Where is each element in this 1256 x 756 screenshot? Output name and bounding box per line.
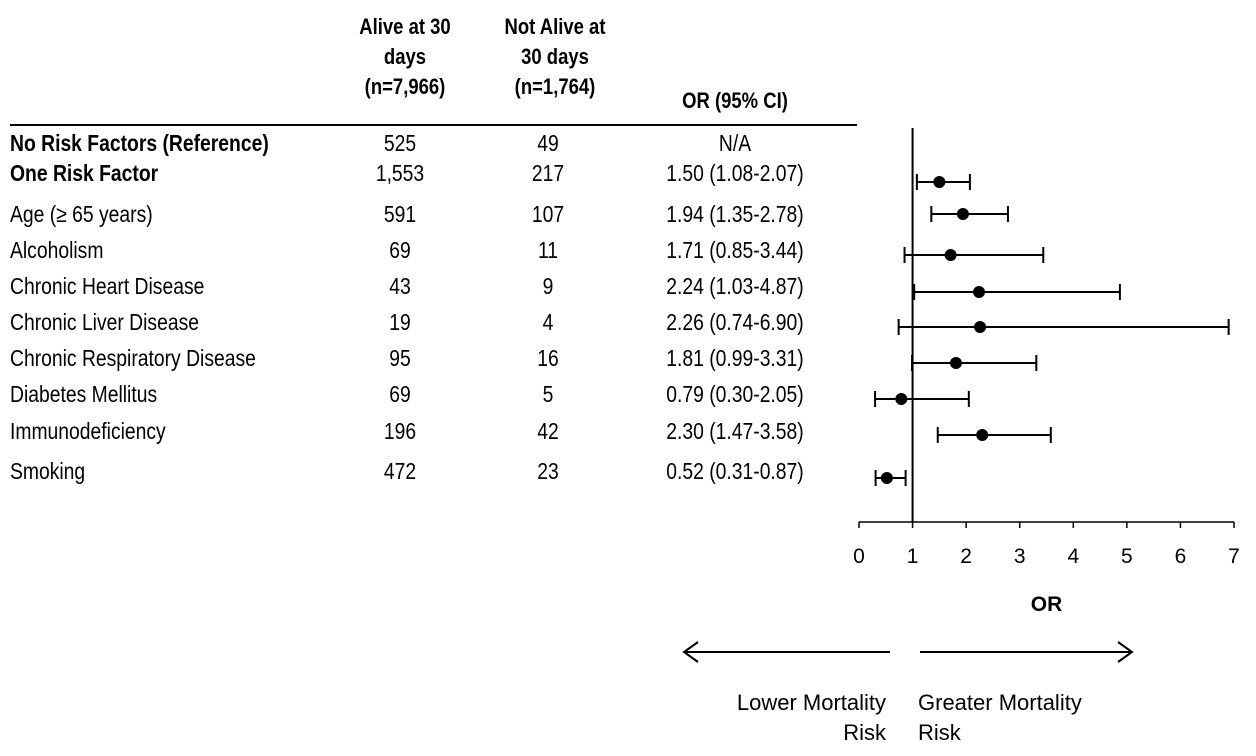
row-label: Alcoholism	[10, 237, 104, 263]
header-or: OR (95% CI)	[655, 86, 815, 116]
row-label: No Risk Factors (Reference)	[10, 130, 269, 156]
x-tick-label: 0	[853, 545, 865, 568]
table-row: Age (≥ 65 years) 591 107 1.94 (1.35-2.78)	[0, 199, 860, 231]
header-not-alive-line2: 30 days	[521, 44, 589, 69]
alive-count: 525	[383, 130, 417, 156]
header-not-alive-line3: (n=1,764)	[514, 74, 596, 99]
or-point	[974, 321, 987, 333]
table-row: Chronic Respiratory Disease 95 16 1.81 (0.9…	[0, 343, 860, 375]
not-alive-count: 107	[531, 201, 565, 227]
table-row: Diabetes Mellitus 69 5 0.79 (0.30-2.05)	[0, 379, 860, 411]
right-arrow-head	[1117, 641, 1134, 663]
greater-risk-line2: Risk	[918, 720, 961, 745]
or-value: N/A	[718, 130, 752, 156]
table-row: Alcoholism 69 11 1.71 (0.85-3.44)	[0, 235, 860, 267]
or-value: 1.71 (0.85-3.44)	[666, 237, 804, 263]
alive-count: 95	[389, 345, 411, 371]
x-tick-label: 2	[960, 545, 972, 568]
row-label: Chronic Respiratory Disease	[10, 345, 256, 371]
x-tick-label: 4	[1067, 545, 1079, 568]
or-value: 0.52 (0.31-0.87)	[666, 458, 804, 484]
greater-risk-line1: Greater Mortality	[918, 690, 1082, 715]
not-alive-count: 9	[542, 273, 554, 299]
or-point	[880, 472, 893, 484]
lower-risk-label: Lower Mortality Risk	[660, 688, 886, 748]
not-alive-count: 49	[537, 130, 559, 156]
or-point	[976, 429, 989, 441]
not-alive-count: 11	[537, 237, 559, 263]
greater-risk-label: Greater Mortality Risk	[918, 688, 1158, 748]
table-row: Chronic Heart Disease 43 9 2.24 (1.03-4.87)	[0, 271, 860, 303]
not-alive-count: 16	[537, 345, 559, 371]
x-tick-label: 3	[1014, 545, 1026, 568]
alive-count: 19	[389, 309, 411, 335]
lower-risk-line1: Lower Mortality	[736, 690, 886, 715]
header-not-alive-line1: Not Alive at	[504, 14, 606, 39]
or-point	[949, 357, 962, 369]
table-row: One Risk Factor 1,553 217 1.50 (1.08-2.07)	[0, 158, 860, 190]
row-label: Smoking	[10, 458, 86, 484]
table-row: No Risk Factors (Reference) 525 49 N/A	[0, 128, 860, 160]
or-value: 2.30 (1.47-3.58)	[666, 418, 804, 444]
alive-count: 69	[389, 381, 411, 407]
or-point	[944, 249, 957, 261]
table-row: Chronic Liver Disease 19 4 2.26 (0.74-6.90)	[0, 307, 860, 339]
or-value: 2.26 (0.74-6.90)	[666, 309, 804, 335]
header-alive-line2: days	[383, 44, 427, 69]
header-rule	[10, 124, 857, 126]
table-row: Smoking 472 23 0.52 (0.31-0.87)	[0, 456, 860, 488]
alive-count: 43	[389, 273, 411, 299]
or-value: 2.24 (1.03-4.87)	[666, 273, 804, 299]
row-label: Chronic Liver Disease	[10, 309, 199, 335]
x-tick-label: 1	[907, 545, 919, 568]
row-label: Diabetes Mellitus	[10, 381, 158, 407]
or-point	[895, 393, 908, 405]
or-value: 1.94 (1.35-2.78)	[666, 201, 804, 227]
or-point	[973, 286, 985, 298]
lower-risk-line2: Risk	[843, 720, 886, 745]
header-alive: Alive at 30 days (n=7,966)	[355, 12, 456, 102]
header-alive-line1: Alive at 30	[359, 14, 451, 39]
alive-count: 196	[383, 418, 417, 444]
header-or-line1: OR (95% CI)	[682, 88, 788, 113]
not-alive-count: 4	[542, 309, 554, 335]
x-axis-label: OR	[1031, 593, 1063, 616]
or-value: 0.79 (0.30-2.05)	[666, 381, 804, 407]
or-point	[956, 208, 969, 220]
x-tick-label: 5	[1121, 545, 1133, 568]
or-point	[933, 176, 946, 188]
row-label: Immunodeficiency	[10, 418, 166, 444]
left-arrow-head	[682, 641, 699, 663]
not-alive-count: 42	[537, 418, 559, 444]
x-tick-label: 7	[1228, 545, 1240, 568]
alive-count: 472	[383, 458, 417, 484]
not-alive-count: 5	[542, 381, 554, 407]
or-value: 1.50 (1.08-2.07)	[666, 160, 804, 186]
alive-count: 69	[389, 237, 411, 263]
row-label: One Risk Factor	[10, 160, 159, 186]
alive-count: 591	[383, 201, 417, 227]
not-alive-count: 217	[531, 160, 565, 186]
x-tick-label: 6	[1175, 545, 1187, 568]
header-alive-line3: (n=7,966)	[364, 74, 446, 99]
or-value: 1.81 (0.99-3.31)	[666, 345, 804, 371]
alive-count: 1,553	[375, 160, 425, 186]
not-alive-count: 23	[537, 458, 559, 484]
table-row: Immunodeficiency 196 42 2.30 (1.47-3.58)	[0, 416, 860, 448]
header-not-alive: Not Alive at 30 days (n=1,764)	[500, 12, 609, 102]
row-label: Chronic Heart Disease	[10, 273, 205, 299]
row-label: Age (≥ 65 years)	[10, 201, 153, 227]
